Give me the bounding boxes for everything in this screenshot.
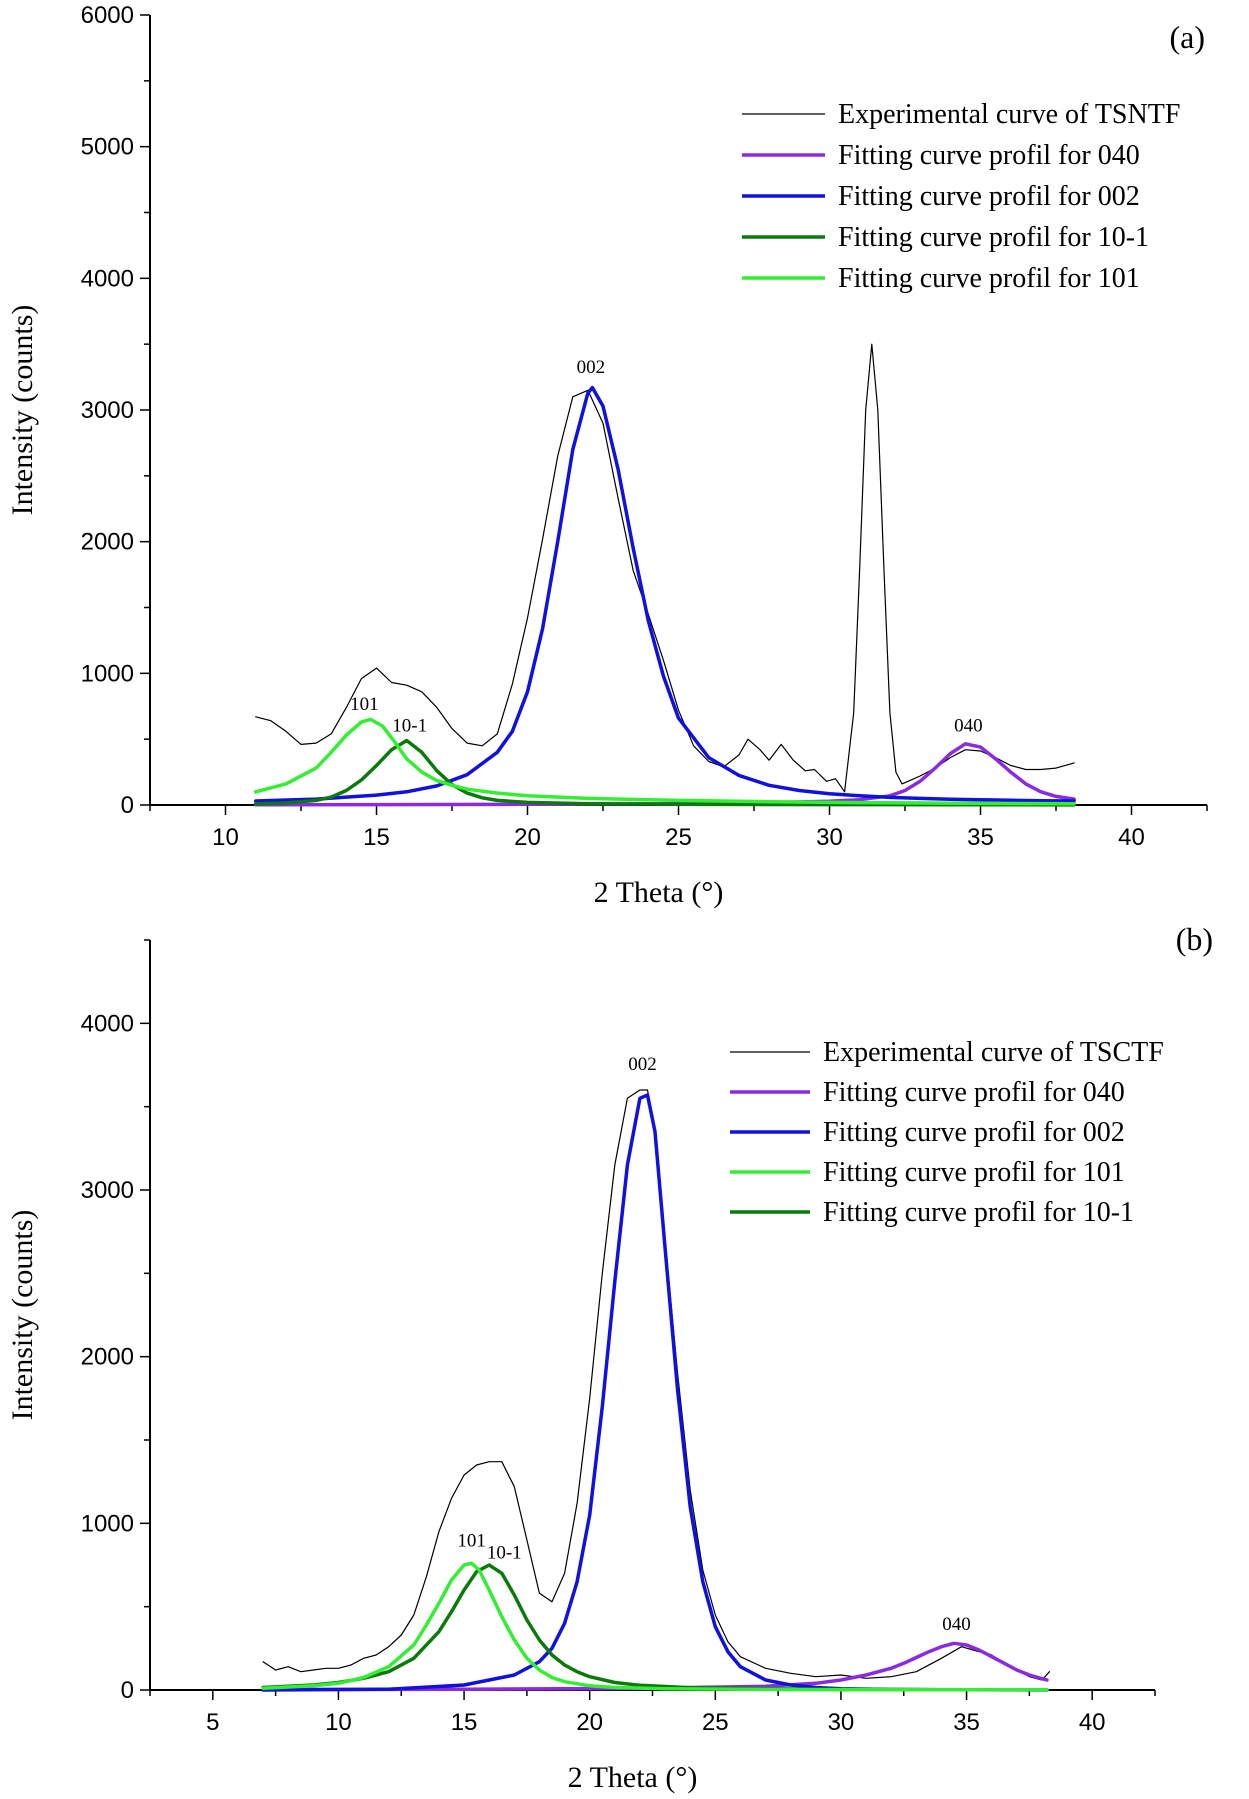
y-tick-label: 1000: [81, 660, 134, 687]
chart-panel-b: 5 10 15 20 25 30 35 40 0 1000 2000 3000 4000 2 Theta …: [6, 921, 1213, 1794]
x-tick-label: 40: [1118, 824, 1145, 851]
series-experimental: [255, 343, 1075, 793]
y-axis-title: Intensity (counts): [6, 1210, 39, 1421]
y-tick-label: 0: [121, 792, 134, 819]
y-tick-label: 3000: [81, 397, 134, 424]
legend-entry: Fitting curve profil for 040: [823, 1077, 1125, 1108]
x-tick-label: 10: [325, 1709, 352, 1736]
series-fit002: [261, 1093, 1049, 1692]
peak-label: 101: [350, 694, 379, 715]
series-experimental: [262, 1089, 1051, 1681]
y-tick-label: 2000: [81, 1344, 134, 1371]
x-tick-label: 25: [665, 824, 692, 851]
peak-label: 10-1: [392, 715, 427, 736]
series-fit10m1: [253, 738, 1076, 807]
x-tick-label: 15: [363, 824, 390, 851]
y-tick-label: 4000: [81, 265, 134, 292]
y-tick-label: 0: [121, 1677, 134, 1704]
y-axis-title: Intensity (counts): [6, 305, 39, 516]
series-fit040: [261, 1641, 1049, 1692]
series-fit101: [261, 1561, 1049, 1692]
x-tick-label: 20: [514, 824, 541, 851]
chart-panel-a: 10 15 20 25 30 35 40 0 1000 2000 3000 4000 5000 6000 2…: [6, 2, 1208, 909]
x-tick-label: 15: [451, 1709, 478, 1736]
y-tick-label: 3000: [81, 1177, 134, 1204]
legend-entry: Experimental curve of TSNTF: [838, 99, 1180, 130]
series-fit101: [253, 717, 1076, 806]
x-tick-label: 10: [212, 824, 239, 851]
series-fit002: [253, 385, 1076, 803]
x-tick-label: 30: [816, 824, 843, 851]
legend-entry: Fitting curve profil for 101: [823, 1157, 1125, 1188]
x-axis-title: 2 Theta (°): [568, 1761, 698, 1794]
peak-label: 040: [942, 1614, 971, 1635]
legend-entry: Fitting curve profil for 10-1: [823, 1197, 1134, 1228]
peak-label: 101: [457, 1531, 486, 1552]
legend-entry: Fitting curve profil for 10-1: [838, 222, 1149, 253]
peak-label: 10-1: [487, 1542, 522, 1563]
x-tick-label: 40: [1079, 1709, 1106, 1736]
x-tick-label: 35: [967, 824, 994, 851]
y-tick-label: 2000: [81, 529, 134, 556]
x-tick-label: 35: [953, 1709, 980, 1736]
legend-entry: Fitting curve profil for 101: [838, 263, 1140, 294]
legend-entry: Fitting curve profil for 040: [838, 140, 1140, 171]
x-tick-label: 20: [576, 1709, 603, 1736]
peak-label: 002: [577, 357, 606, 378]
panel-label: (a): [1169, 19, 1205, 55]
legend-entry: Fitting curve profil for 002: [838, 181, 1140, 212]
legend-entry: Fitting curve profil for 002: [823, 1117, 1125, 1148]
y-tick-label: 4000: [81, 1010, 134, 1037]
y-tick-label: 6000: [81, 2, 134, 29]
x-axis-title: 2 Theta (°): [594, 876, 724, 909]
y-tick-label: 5000: [81, 134, 134, 161]
x-tick-label: 5: [206, 1709, 219, 1736]
peak-label: 002: [628, 1054, 657, 1075]
y-tick-label: 1000: [81, 1510, 134, 1537]
x-tick-label: 25: [702, 1709, 729, 1736]
peak-label: 040: [954, 715, 983, 736]
legend: Experimental curve of TSCTF Fitting curve…: [730, 1037, 1164, 1228]
panel-label: (b): [1176, 921, 1213, 957]
legend-entry: Experimental curve of TSCTF: [823, 1037, 1164, 1068]
legend: Experimental curve of TSNTF Fitting curve…: [742, 99, 1180, 294]
x-tick-label: 30: [828, 1709, 855, 1736]
